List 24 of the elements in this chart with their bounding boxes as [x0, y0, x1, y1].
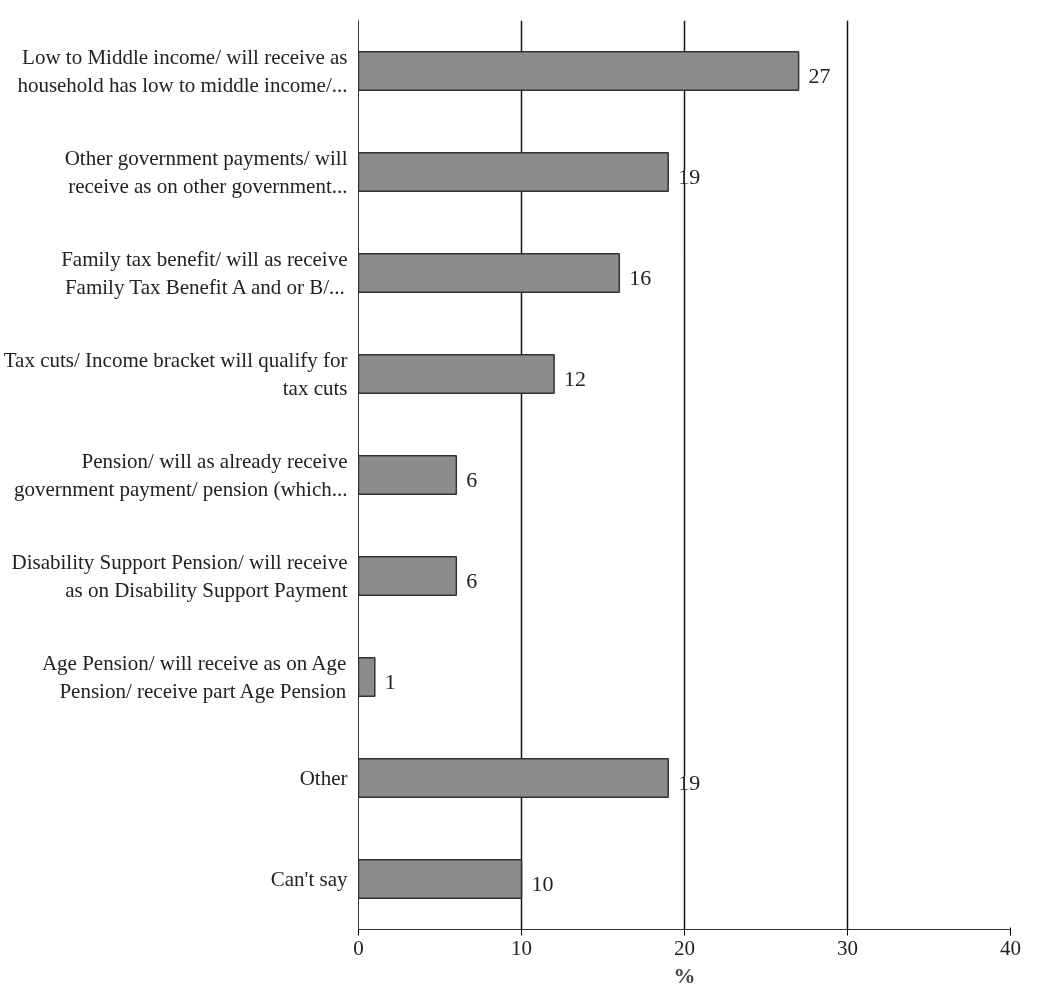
y-tick-label: Can't say	[270, 867, 348, 891]
y-tick-label: Other government payments/ will receive as on other government...	[64, 145, 348, 199]
y-tick-label: Age Pension/ will receive as on Age Pension/ receive part Age Pension	[41, 650, 347, 704]
x-tick-label: 30	[837, 935, 858, 960]
y-tick-label: Tax cuts/ Income bracket will qualify for tax cuts	[3, 347, 348, 401]
x-tick-label: 0	[353, 935, 364, 960]
x-axis-title: %	[673, 962, 696, 988]
y-tick-label: Pension/ will as already receive government payment/ pension (which...	[13, 448, 348, 502]
y-tick-label: Family tax benefit/ will as receive Family Tax Benefit A and or B/...	[61, 246, 348, 300]
x-tick-label: 10	[511, 935, 532, 960]
y-tick-label: Disability Support Pension/ will receive as on Disability Support Payment	[11, 549, 348, 603]
y-tick-label: Low to Middle income/ will receive as household has low to middle income/...	[17, 44, 348, 98]
data-label: 16	[629, 265, 652, 290]
data-label: 19	[678, 770, 701, 795]
data-label: 27	[808, 63, 831, 88]
x-tick-label: 20	[674, 935, 695, 960]
data-label: 1	[384, 669, 396, 694]
data-label: 10	[531, 871, 554, 896]
y-tick-label: Other	[299, 766, 348, 790]
data-label: 12	[564, 366, 587, 391]
data-label: 19	[678, 164, 701, 189]
data-label: 6	[466, 467, 478, 492]
data-label: 6	[466, 568, 478, 593]
x-tick-label: 40	[1000, 935, 1021, 960]
